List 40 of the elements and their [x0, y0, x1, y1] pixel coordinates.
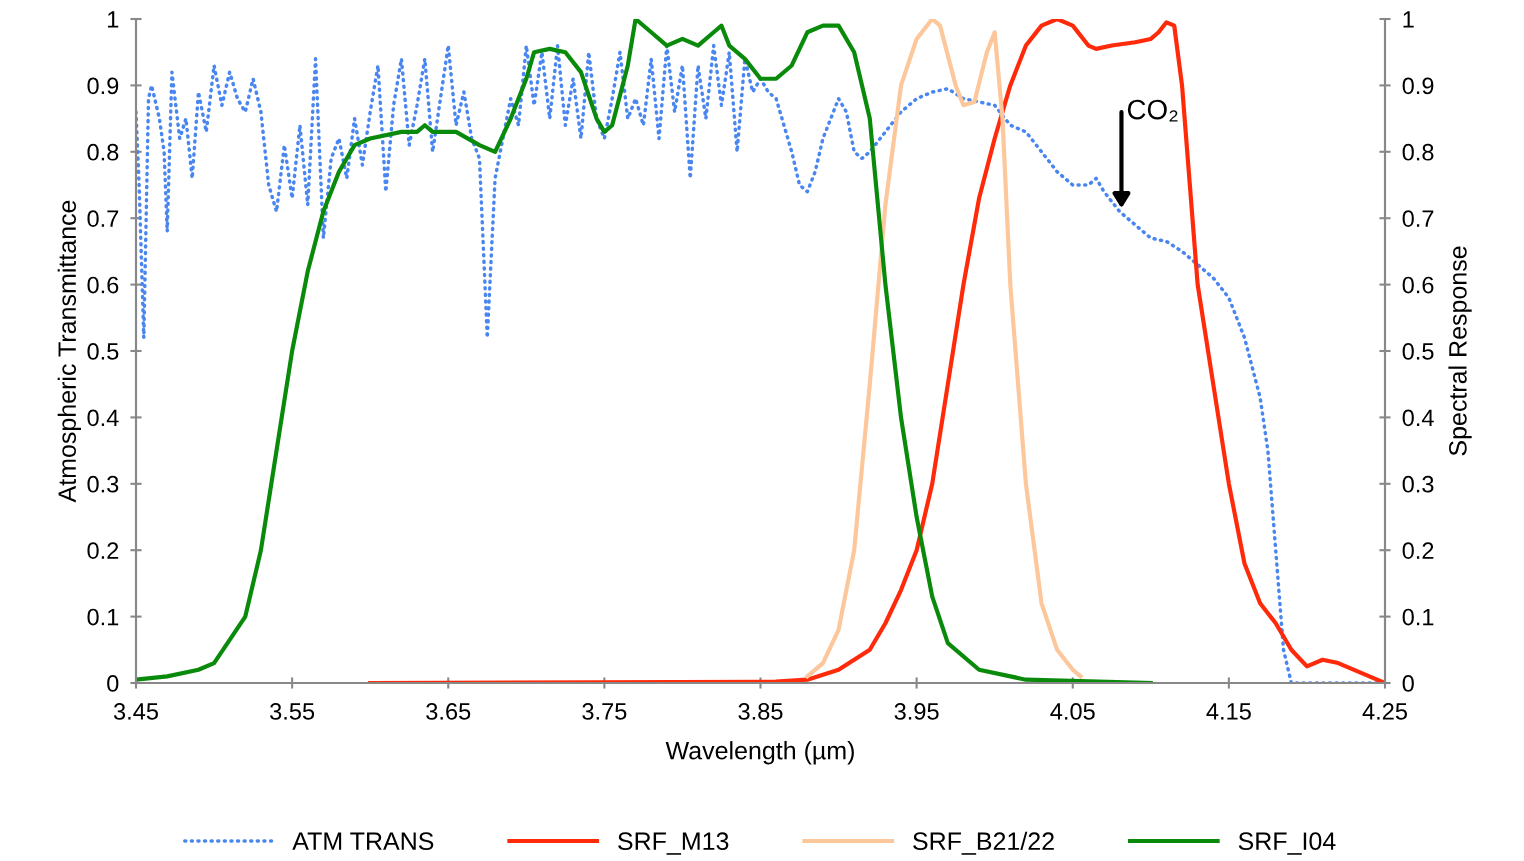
y-tick-label: 1 — [108, 11, 119, 28]
x-axis-title: Wavelength (µm) — [665, 741, 854, 765]
y-tick-label: 0.4 — [87, 409, 119, 427]
y2-tick-label: 0.9 — [1402, 77, 1434, 95]
legend-label: SRF_I04 — [1238, 832, 1336, 855]
y2-tick-label: 0 — [1402, 675, 1414, 692]
x-tick-label: 3.55 — [270, 703, 315, 720]
y2-tick-label: 0.4 — [1402, 409, 1434, 427]
annotation: CO₂ — [1127, 99, 1178, 122]
x-tick-label: 3.95 — [894, 703, 939, 720]
y-tick-label: 0.7 — [87, 210, 119, 227]
x-tick-label: 3.65 — [426, 703, 471, 720]
y2-tick-label: 0.2 — [1402, 542, 1434, 559]
line-series — [805, 19, 1083, 679]
legend-label: SRF_B21/22 — [913, 831, 1054, 855]
y-tick-label: 0.5 — [87, 343, 119, 360]
y-tick-label: 0.8 — [87, 143, 119, 161]
x-tick-label: 3.45 — [113, 703, 158, 720]
y2-tick-label: 0.3 — [1402, 475, 1434, 493]
y-axis-title: Atmospheric Transmittance — [57, 200, 81, 503]
x-tick-label: 3.85 — [738, 703, 783, 720]
legend-label: ATM TRANS — [292, 832, 434, 851]
legend-label: SRF_M13 — [618, 832, 729, 855]
y-tick-label: 0.2 — [87, 542, 119, 559]
x-tick-label: 4.05 — [1050, 703, 1095, 720]
y-tick-label: 0.3 — [87, 475, 119, 493]
y2-tick-label: 0.6 — [1402, 276, 1434, 294]
y2-axis-title: Spectral Response — [1448, 246, 1472, 456]
y-tick-label: 0.6 — [87, 276, 119, 294]
y-tick-label: 0.9 — [87, 77, 119, 95]
y-tick-label: 0 — [107, 675, 119, 692]
x-tick-label: 4.25 — [1362, 703, 1407, 720]
y2-tick-label: 0.7 — [1402, 210, 1434, 227]
y-tick-label: 0.1 — [87, 608, 119, 626]
y2-tick-label: 0.5 — [1402, 343, 1434, 360]
x-tick-label: 3.75 — [582, 703, 627, 720]
y2-tick-label: 1 — [1403, 11, 1414, 28]
y2-tick-label: 0.1 — [1402, 608, 1434, 626]
y2-tick-label: 0.8 — [1402, 143, 1434, 161]
x-tick-label: 4.15 — [1206, 703, 1251, 720]
